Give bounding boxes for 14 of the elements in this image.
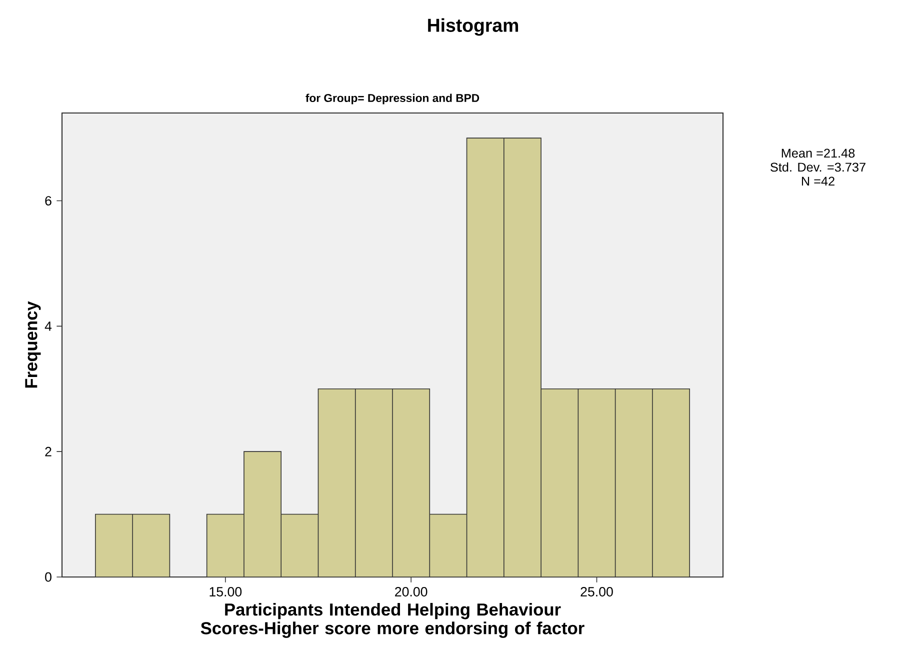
text: N =42 [802,176,834,186]
chart-subtitle: for Group= Depression and BPD [306,94,480,104]
y-tick-label: 4 [44,322,52,331]
y-tick-label: 2 [45,446,52,456]
x-tick-label: 20.00 [395,587,428,596]
y-tick-label: 0 [45,572,52,582]
text: Mean =21.48 [782,148,855,158]
y-axis-title: Frequency [25,301,41,388]
y-tick-label: 6 [45,196,52,206]
x-tick-label: 25.00 [580,587,613,596]
chart-title: Histogram [428,18,518,36]
x-tick-label: 15.00 [210,587,242,596]
x-axis-title: Participants Intended Helping Behaviour Scores-Higher score more endorsing of factor [200,602,584,638]
text: Std. Dev. =3.737 [770,162,866,172]
